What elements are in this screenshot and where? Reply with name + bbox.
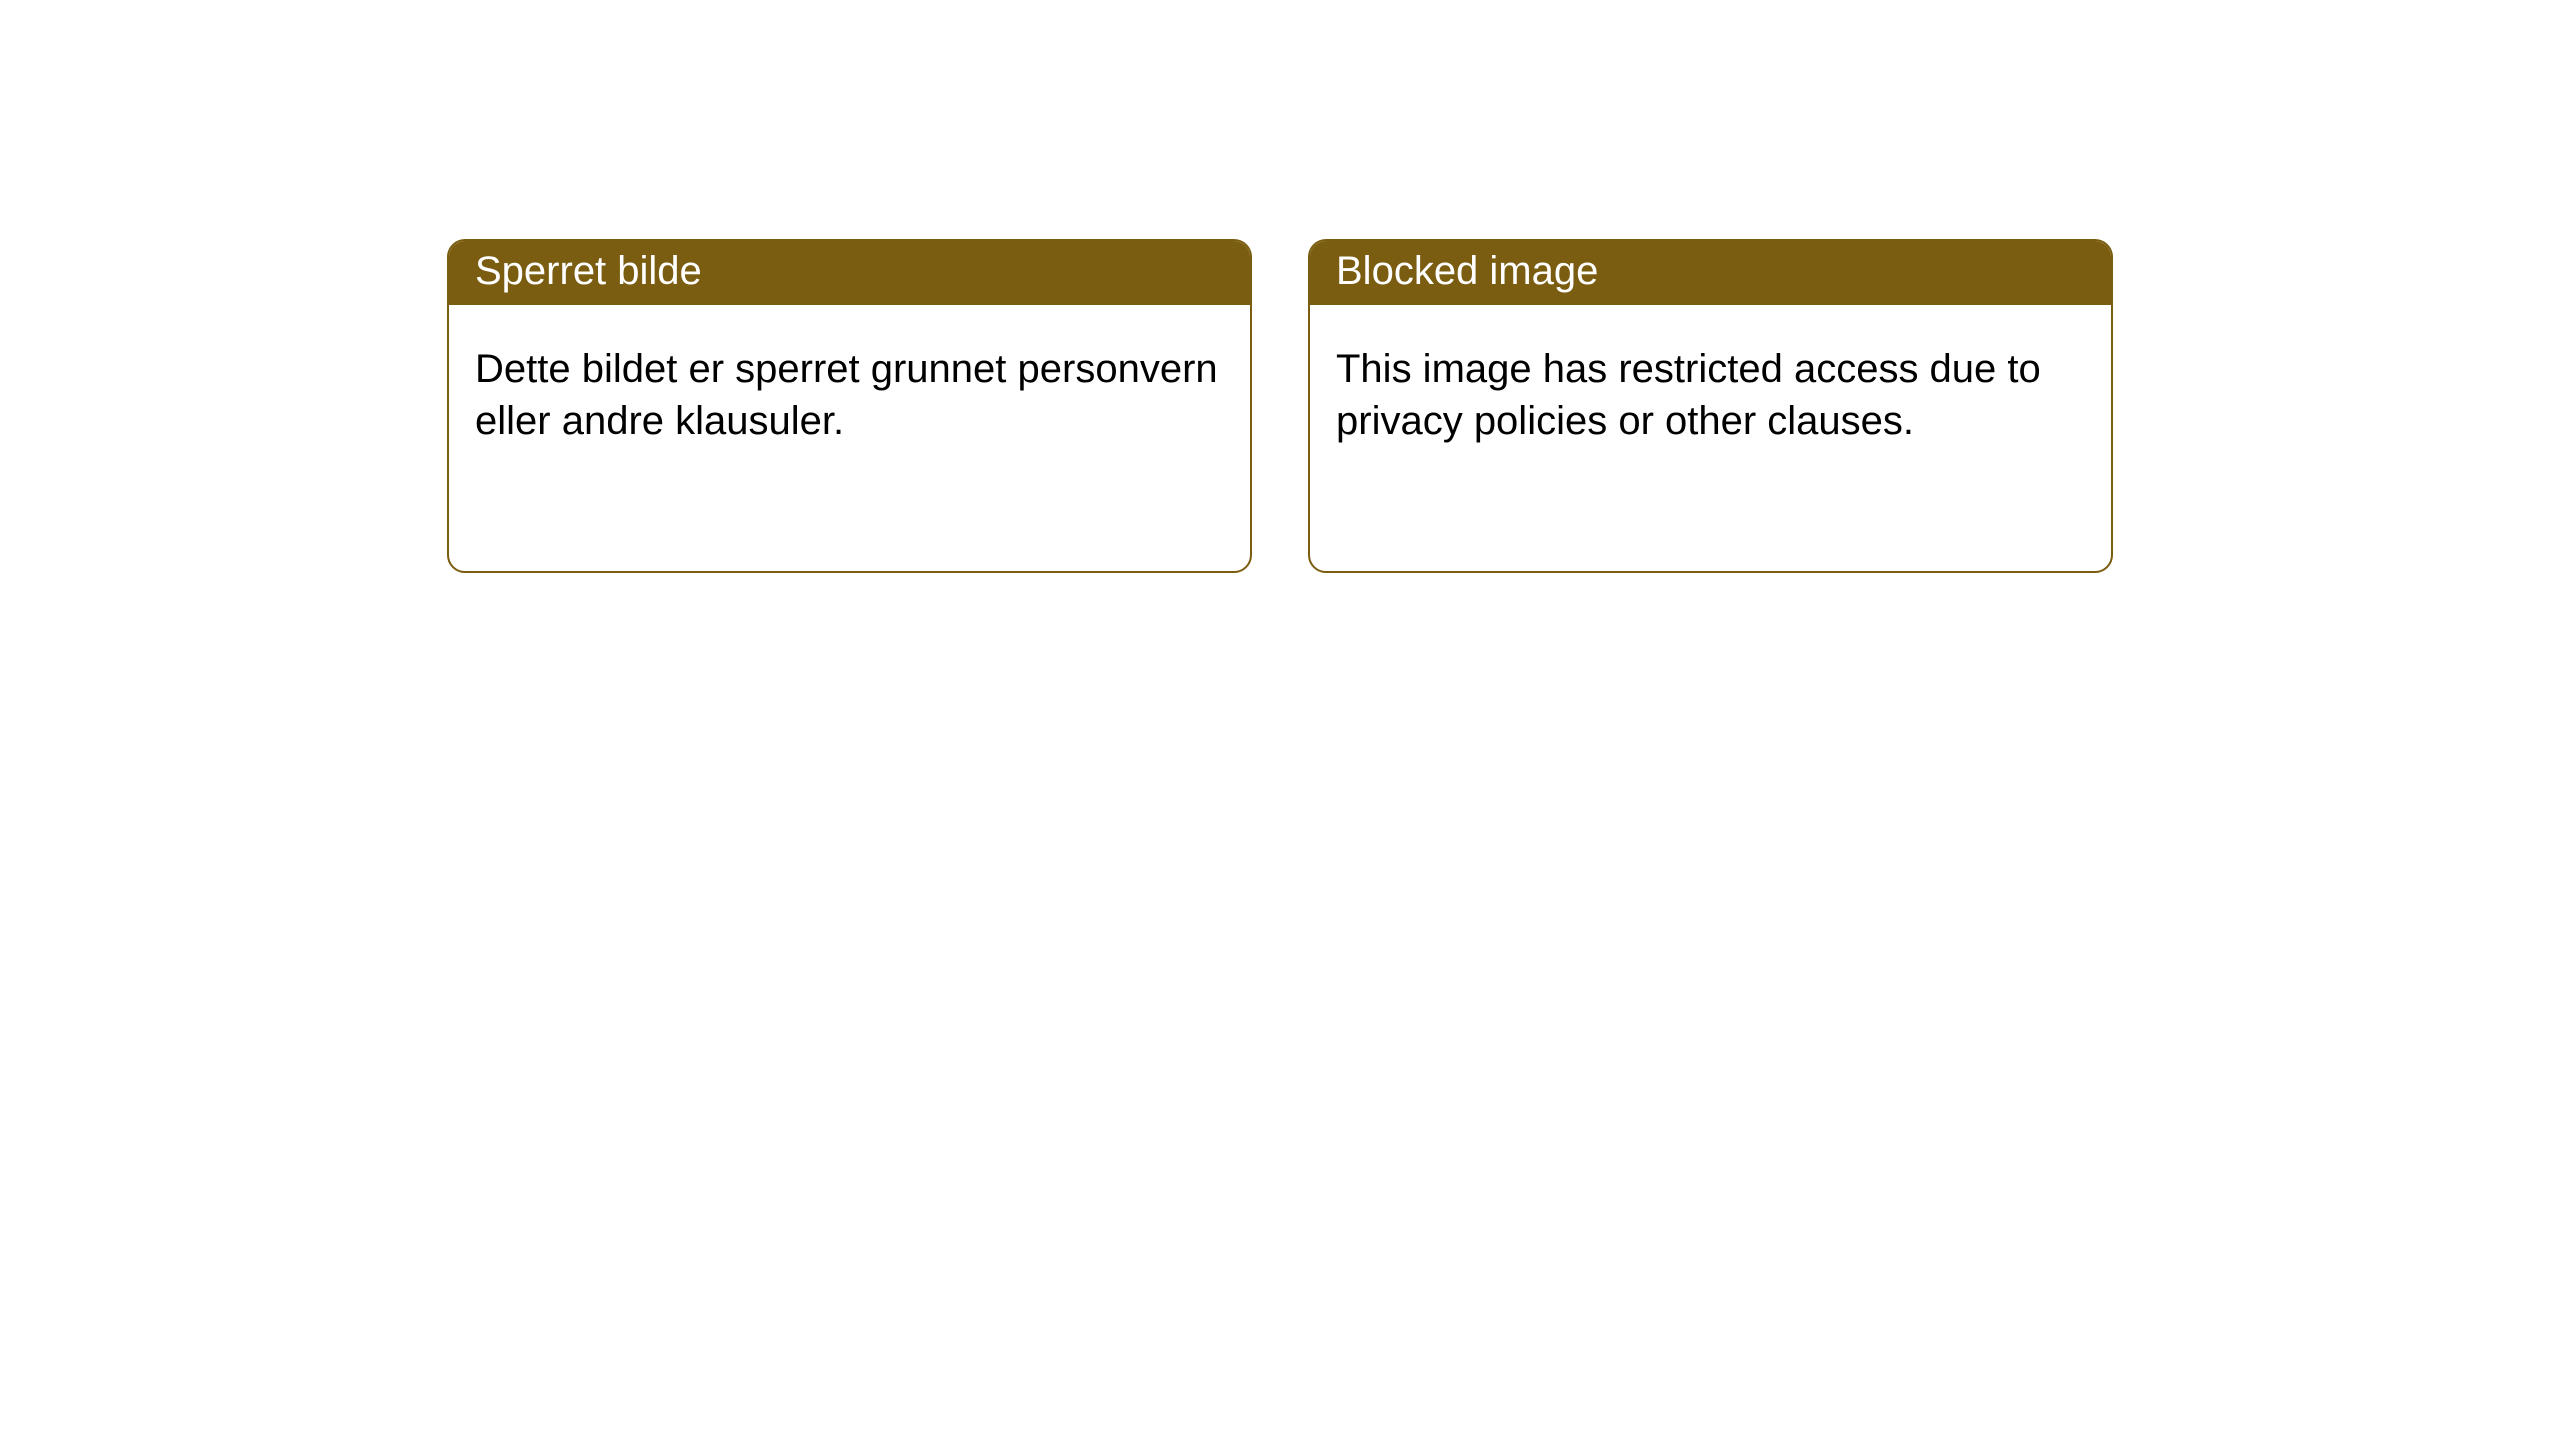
- panel-body-text: This image has restricted access due to …: [1336, 347, 2041, 443]
- panel-title: Blocked image: [1336, 249, 1598, 293]
- panel-body-english: This image has restricted access due to …: [1310, 305, 2111, 473]
- notice-panel-norwegian: Sperret bilde Dette bildet er sperret gr…: [447, 239, 1252, 573]
- panel-header-english: Blocked image: [1310, 241, 2111, 305]
- notice-panels-container: Sperret bilde Dette bildet er sperret gr…: [447, 239, 2560, 573]
- panel-header-norwegian: Sperret bilde: [449, 241, 1250, 305]
- panel-title: Sperret bilde: [475, 249, 702, 293]
- notice-panel-english: Blocked image This image has restricted …: [1308, 239, 2113, 573]
- panel-body-norwegian: Dette bildet er sperret grunnet personve…: [449, 305, 1250, 473]
- panel-body-text: Dette bildet er sperret grunnet personve…: [475, 347, 1218, 443]
